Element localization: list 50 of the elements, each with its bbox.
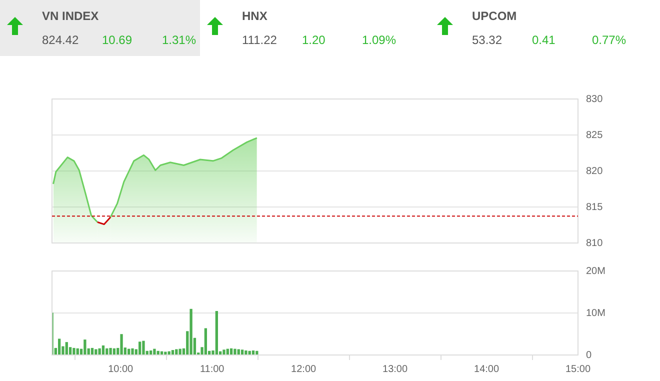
text: 1.20 — [302, 33, 326, 47]
y-tick-label: 815 — [586, 202, 604, 213]
text: 1.09% — [362, 33, 396, 47]
y-tick-label: 20M — [586, 266, 606, 277]
y-tick-label: 830 — [586, 94, 604, 105]
text: 10.69 — [102, 33, 132, 47]
bar — [204, 328, 208, 355]
bar — [153, 348, 156, 355]
bar — [237, 349, 240, 355]
x-tick-label: 15:00 — [565, 364, 591, 375]
y-tick-label: 0 — [586, 350, 592, 361]
text: 1.31% — [162, 33, 196, 47]
bar — [131, 348, 134, 355]
bar — [58, 338, 61, 355]
text: 0.77% — [592, 33, 626, 47]
text: 53.32 — [472, 33, 502, 47]
bar — [175, 349, 178, 355]
bar — [190, 308, 192, 355]
y-tick-label: 810 — [586, 238, 604, 249]
bar — [72, 348, 76, 355]
bar — [65, 342, 68, 355]
x-tick-label: 14:00 — [474, 364, 500, 375]
bar — [120, 334, 123, 355]
x-tick-label: 10:00 — [108, 364, 134, 375]
bar — [109, 348, 112, 355]
y-tick-label: 820 — [586, 166, 604, 177]
text: 824.42 — [42, 33, 79, 47]
text: HNX — [242, 9, 268, 23]
x-tick-label: 11:00 — [200, 364, 225, 375]
bar — [244, 350, 248, 355]
y-tick-label: 825 — [586, 130, 604, 141]
bar — [222, 350, 226, 355]
bar — [164, 352, 167, 355]
x-tick-label: 13:00 — [382, 364, 408, 375]
text: 111.22 — [242, 33, 277, 47]
bar — [215, 310, 218, 355]
bar — [142, 340, 145, 355]
bar — [98, 348, 101, 355]
text: 0.41 — [532, 33, 556, 47]
text: UPCOM — [472, 9, 517, 23]
bar — [178, 348, 182, 355]
bar — [84, 340, 86, 355]
bar — [138, 342, 142, 355]
text: VN INDEX — [42, 9, 99, 23]
x-tick-label: 12:00 — [291, 364, 317, 375]
bar — [102, 345, 105, 355]
y-tick-label: 10M — [586, 308, 606, 319]
bar — [234, 348, 236, 355]
bar — [240, 350, 244, 355]
bar — [94, 349, 98, 355]
